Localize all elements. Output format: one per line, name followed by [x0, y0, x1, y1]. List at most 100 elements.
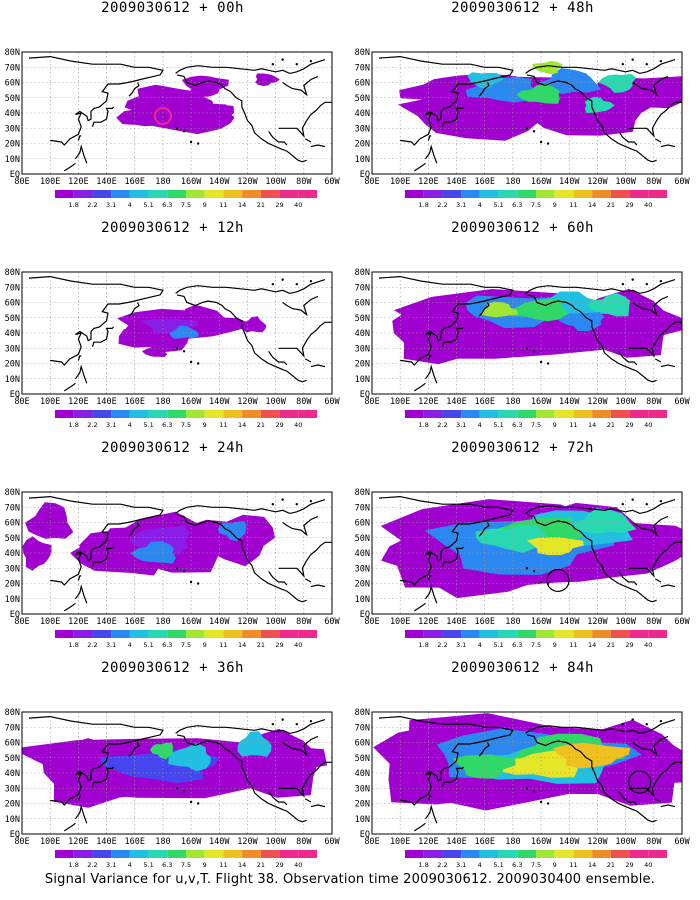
island	[182, 350, 186, 353]
colorbar-swatch	[242, 190, 261, 198]
lat-tick-label: 30N	[355, 344, 370, 354]
lat-tick-label: 70N	[355, 723, 370, 733]
island	[532, 570, 536, 573]
colorbar-swatch	[423, 410, 443, 418]
colorbar: 1.8 2.2 3.1 4 5.1 6.3 7.5 9 11 14 21 29 40	[55, 190, 317, 209]
colorbar-label: 29	[275, 861, 283, 869]
coastline	[632, 735, 669, 757]
coastline	[175, 499, 326, 515]
lon-tick-label: 120E	[418, 837, 438, 847]
lon-tick-label: 120W	[587, 837, 608, 847]
coastline	[268, 350, 288, 366]
lat-tick-label: 70N	[355, 63, 370, 73]
lat-tick-label: 30N	[5, 124, 20, 134]
island	[309, 279, 313, 283]
variance-contour	[508, 298, 570, 322]
island	[539, 580, 543, 584]
colorbar-swatch	[442, 410, 462, 418]
colorbar-label: 5.1	[143, 861, 153, 869]
lon-labels: 80E 100E 120E 140E 160E 180 160W 140W 120W 100W 80…	[14, 617, 340, 627]
lat-labels: 80N 70N 60N 50N 40N 30N 20N 10N EQ	[5, 708, 20, 840]
variance-contour	[22, 536, 52, 571]
coastline	[268, 130, 288, 146]
colorbar-swatch	[92, 630, 112, 638]
colorbar-swatch	[629, 410, 649, 418]
colorbar-swatch	[554, 630, 574, 638]
lat-tick-label: 10N	[355, 815, 370, 825]
coastline	[525, 719, 676, 735]
coastline	[91, 326, 115, 347]
colorbar-label: 1.8	[69, 861, 79, 869]
lon-tick-label: 100W	[265, 397, 286, 407]
coastline	[425, 804, 438, 824]
coastline	[75, 584, 88, 604]
colorbar-label: 3.1	[456, 861, 466, 869]
map-48h: 80N 70N 60N 50N 40N 30N 20N 10N EQ 80E 100E 120E 140…	[350, 10, 695, 225]
colorbar-swatch	[592, 410, 611, 418]
colorbar-label: 14	[588, 861, 596, 869]
lon-tick-label: 80W	[646, 177, 662, 187]
coastline	[128, 522, 140, 537]
coastlines	[378, 495, 682, 612]
coastline	[63, 162, 76, 172]
lon-tick-label: 180	[155, 177, 170, 187]
lat-tick-label: 60N	[5, 299, 20, 309]
colorbar-label: 29	[625, 641, 633, 649]
variance-contour	[176, 304, 232, 335]
island	[309, 499, 313, 503]
coastline	[128, 302, 140, 317]
coastline	[304, 138, 312, 143]
colorbar-label: 3.1	[106, 421, 116, 429]
lat-labels: 80N 70N 60N 50N 40N 30N 20N 10N EQ	[355, 488, 370, 620]
colorbar-swatch	[554, 190, 574, 198]
colorbar-label: 7.5	[531, 861, 541, 869]
lat-tick-label: 10N	[355, 155, 370, 165]
island	[525, 787, 529, 790]
lat-tick-label: EQ	[360, 610, 370, 620]
colorbar: 1.8 2.2 3.1 4 5.1 6.3 7.5 9 11 14 21 29 40	[405, 630, 667, 649]
colorbar-swatch	[498, 630, 518, 638]
colorbar-label: 4	[128, 201, 132, 209]
island	[271, 63, 275, 66]
panel-title: 2009030612 + 00h	[101, 0, 244, 16]
island	[182, 130, 186, 133]
colorbar-label: 40	[644, 861, 652, 869]
colorbar-swatch	[536, 410, 555, 418]
lon-tick-label: 140E	[96, 397, 116, 407]
lat-tick-label: 30N	[355, 564, 370, 574]
colorbar-swatch	[92, 410, 112, 418]
island	[659, 719, 663, 723]
lon-tick-label: 160W	[531, 177, 552, 187]
lon-labels: 80E 100E 120E 140E 160E 180 160W 140W 120W 100W 80…	[364, 617, 690, 627]
island	[182, 570, 186, 573]
island	[645, 63, 648, 66]
lon-tick-label: 120W	[587, 177, 608, 187]
observation-marker	[546, 568, 570, 593]
coastline	[628, 101, 682, 138]
panel-00h: 2009030612 + 00h 80N 70N 60N 50N 40N 30N 20N 10…	[0, 0, 345, 225]
lon-tick-label: 140W	[559, 177, 580, 187]
colorbar-label: 21	[257, 861, 265, 869]
colorbar-label: 7.5	[181, 861, 191, 869]
colorbar-label: 9	[553, 861, 557, 869]
colorbar-label: 5.1	[493, 641, 503, 649]
lat-tick-label: 40N	[5, 329, 20, 339]
colorbar-label: 11	[569, 421, 577, 429]
coastline	[628, 761, 682, 798]
map-frame	[21, 271, 333, 395]
lat-tick-label: 40N	[5, 109, 20, 119]
colorbar-label: 21	[607, 861, 615, 869]
colorbar-swatch	[223, 190, 243, 198]
lon-labels: 80E 100E 120E 140E 160E 180 160W 140W 120W 100W 80…	[364, 837, 690, 847]
colorbar-label: 29	[275, 201, 283, 209]
colorbar-label: 7.5	[181, 201, 191, 209]
colorbar-swatch	[648, 850, 667, 858]
variance-contour	[494, 750, 579, 778]
lon-tick-label: 80E	[14, 837, 29, 847]
colorbar-swatch	[517, 850, 536, 858]
colorbar-swatch	[204, 630, 224, 638]
lon-tick-label: 100W	[615, 177, 636, 187]
lat-tick-label: EQ	[360, 170, 370, 180]
